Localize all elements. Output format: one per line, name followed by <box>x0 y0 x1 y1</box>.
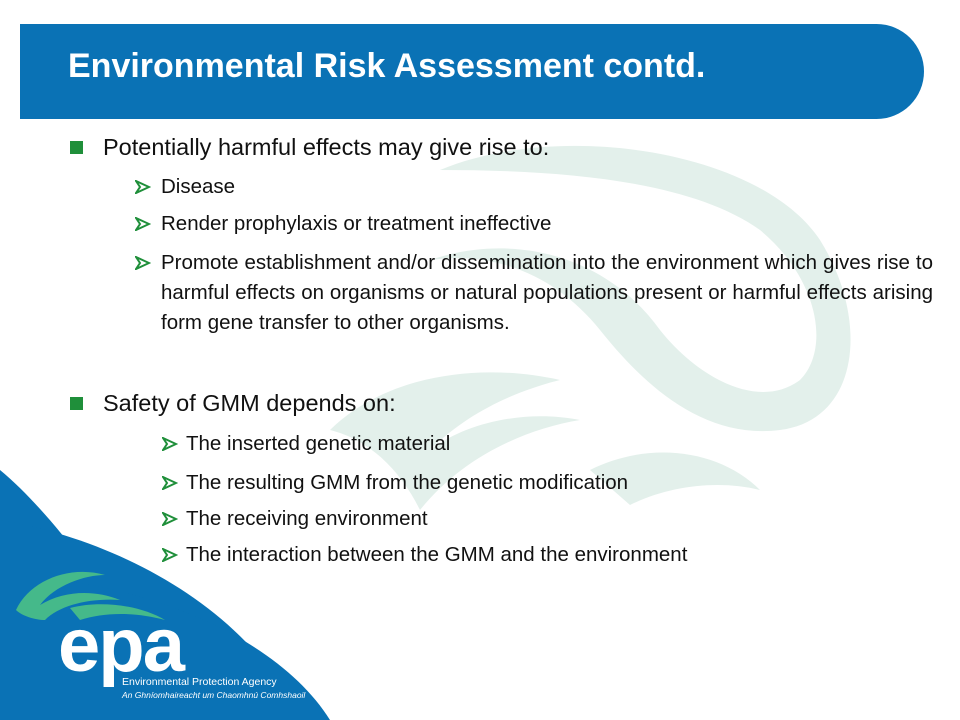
epa-swirl-icon <box>16 571 165 620</box>
bullet-item: Safety of GMM depends on: <box>70 388 940 418</box>
logo-wordmark: epa <box>58 603 185 688</box>
square-bullet-icon <box>70 397 83 410</box>
sub-bullet-text: Disease <box>161 175 236 198</box>
sub-bullet-item: Promote establishment and/or disseminati… <box>135 248 933 338</box>
sub-bullet-item: Disease <box>135 174 933 200</box>
sub-bullet-text: The inserted genetic material <box>186 432 451 455</box>
sub-bullet-text: Promote establishment and/or disseminati… <box>161 251 933 334</box>
bullet-text: Safety of GMM depends on: <box>103 390 396 416</box>
arrow-bullet-icon <box>162 431 184 457</box>
sub-bullet-text: The interaction between the GMM and the … <box>186 543 688 566</box>
epa-logo: epa Environmental Protection Agency An G… <box>10 560 320 710</box>
arrow-bullet-icon <box>135 211 157 237</box>
sub-bullet-text: Render prophylaxis or treatment ineffect… <box>161 212 552 235</box>
sub-bullet-item: Render prophylaxis or treatment ineffect… <box>135 211 933 237</box>
title-banner: Environmental Risk Assessment contd. <box>0 24 924 119</box>
logo-irish-name: An Ghníomhaireacht um Chaomhnú Comhshaoi… <box>122 690 306 700</box>
bullet-group-2: Safety of GMM depends on: The inserted g… <box>70 388 940 568</box>
bullet-text: Potentially harmful effects may give ris… <box>103 134 550 160</box>
square-bullet-icon <box>70 141 83 154</box>
arrow-bullet-icon <box>135 250 157 276</box>
arrow-bullet-icon <box>162 506 184 532</box>
arrow-bullet-icon <box>162 470 184 496</box>
bullet-group-1: Potentially harmful effects may give ris… <box>70 132 940 338</box>
slide-content: Potentially harmful effects may give ris… <box>70 132 940 568</box>
arrow-bullet-icon <box>135 174 157 200</box>
logo-agency-name: Environmental Protection Agency <box>122 676 277 688</box>
bullet-item: Potentially harmful effects may give ris… <box>70 132 940 162</box>
sub-bullet-item: The resulting GMM from the genetic modif… <box>162 470 946 496</box>
sub-bullet-item: The inserted genetic material <box>162 431 946 457</box>
sub-bullet-item: The interaction between the GMM and the … <box>162 542 946 568</box>
sub-bullet-text: The resulting GMM from the genetic modif… <box>186 471 629 494</box>
slide-title: Environmental Risk Assessment contd. <box>68 47 706 85</box>
arrow-bullet-icon <box>162 542 184 568</box>
sub-bullet-item: The receiving environment <box>162 506 946 532</box>
sub-bullet-text: The receiving environment <box>186 507 428 530</box>
